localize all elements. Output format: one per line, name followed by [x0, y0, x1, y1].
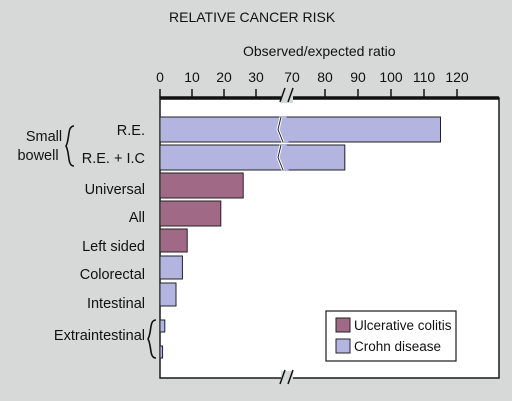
- category-label: All: [129, 210, 145, 226]
- group-brace: [65, 125, 75, 167]
- group-label: bowell: [17, 148, 58, 164]
- bar: [159, 319, 166, 333]
- x-tick-label: 80: [317, 69, 333, 85]
- group-label: Small: [26, 129, 62, 145]
- bar: [159, 282, 177, 307]
- extraintestinal-brace: [147, 319, 157, 359]
- top-axis-break-mark: [287, 87, 294, 103]
- bottom-axis-break-mark: [287, 369, 294, 385]
- x-tick-label: 30: [248, 69, 264, 85]
- x-tick-label: 90: [350, 69, 366, 85]
- legend-swatch: [335, 338, 351, 354]
- bar-break-mark: [277, 144, 284, 171]
- x-tick-label: 0: [156, 69, 164, 85]
- top-axis-break-mark: [279, 87, 286, 103]
- category-label: R.E. + I.C: [82, 151, 145, 167]
- x-axis-label: Observed/expected ratio: [243, 43, 396, 59]
- bar: [159, 200, 222, 227]
- bar-break-mark: [277, 116, 284, 143]
- x-tick-label: 120: [445, 69, 469, 85]
- chart-title: RELATIVE CANCER RISK: [169, 9, 336, 25]
- legend-label: Ulcerative colitis: [354, 318, 452, 333]
- category-label: Intestinal: [87, 296, 145, 312]
- bar: [159, 255, 183, 280]
- bar: [159, 228, 188, 253]
- bottom-axis-break-mark: [279, 369, 286, 385]
- x-tick-label: 20: [216, 69, 232, 85]
- bar: [159, 345, 164, 359]
- bar: [159, 144, 346, 171]
- category-label: Colorectal: [80, 267, 145, 283]
- category-label: Left sided: [82, 239, 145, 255]
- bar: [159, 116, 441, 143]
- legend-label: Crohn disease: [354, 339, 441, 354]
- category-label: Universal: [85, 182, 145, 198]
- x-tick-label: 100: [379, 69, 403, 85]
- legend-swatch: [335, 317, 351, 333]
- x-tick-label: 70: [284, 69, 300, 85]
- x-tick-label: 10: [184, 69, 200, 85]
- x-tick-label: 110: [413, 69, 436, 85]
- category-label: Extraintestinal: [54, 328, 145, 344]
- category-label: R.E.: [117, 123, 145, 139]
- bar: [159, 172, 244, 199]
